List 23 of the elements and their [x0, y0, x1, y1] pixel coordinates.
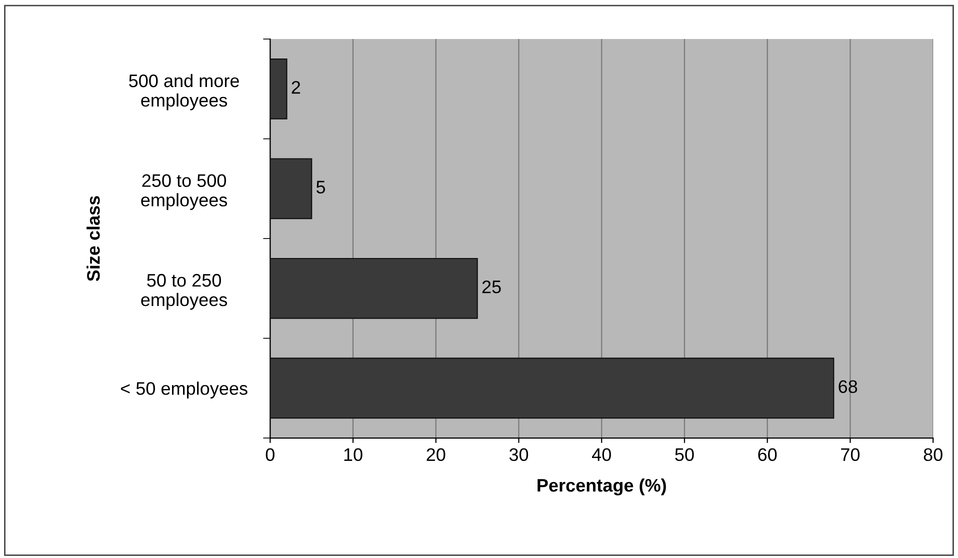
x-tick-label: 20 [426, 448, 446, 462]
data-label: 25 [482, 280, 501, 294]
y-tick-label: < 50 employees [120, 382, 248, 398]
x-tick-label: 80 [924, 448, 942, 462]
x-tick-label: 70 [841, 448, 860, 462]
data-label: 5 [316, 180, 326, 194]
x-tick-label: 60 [758, 448, 777, 462]
bar [270, 58, 288, 120]
x-tick-label: 40 [592, 448, 611, 462]
bar [270, 158, 312, 220]
x-tick-label: 30 [509, 448, 528, 462]
data-label: 2 [292, 80, 300, 94]
y-axis-title: Size class [86, 196, 100, 282]
x-axis-title: Percentage (%) [538, 478, 666, 496]
bar [270, 258, 478, 319]
bar [270, 358, 834, 419]
data-label: 68 [838, 380, 858, 394]
x-tick-label: 50 [675, 448, 694, 462]
y-tick-label: 50 to 250 employees [141, 274, 228, 310]
x-tick-label: 0 [266, 448, 274, 462]
y-tick-label: 500 and more employees [129, 74, 239, 110]
x-tick-label: 10 [344, 448, 362, 462]
y-tick-label: 250 to 500 employees [141, 174, 228, 210]
